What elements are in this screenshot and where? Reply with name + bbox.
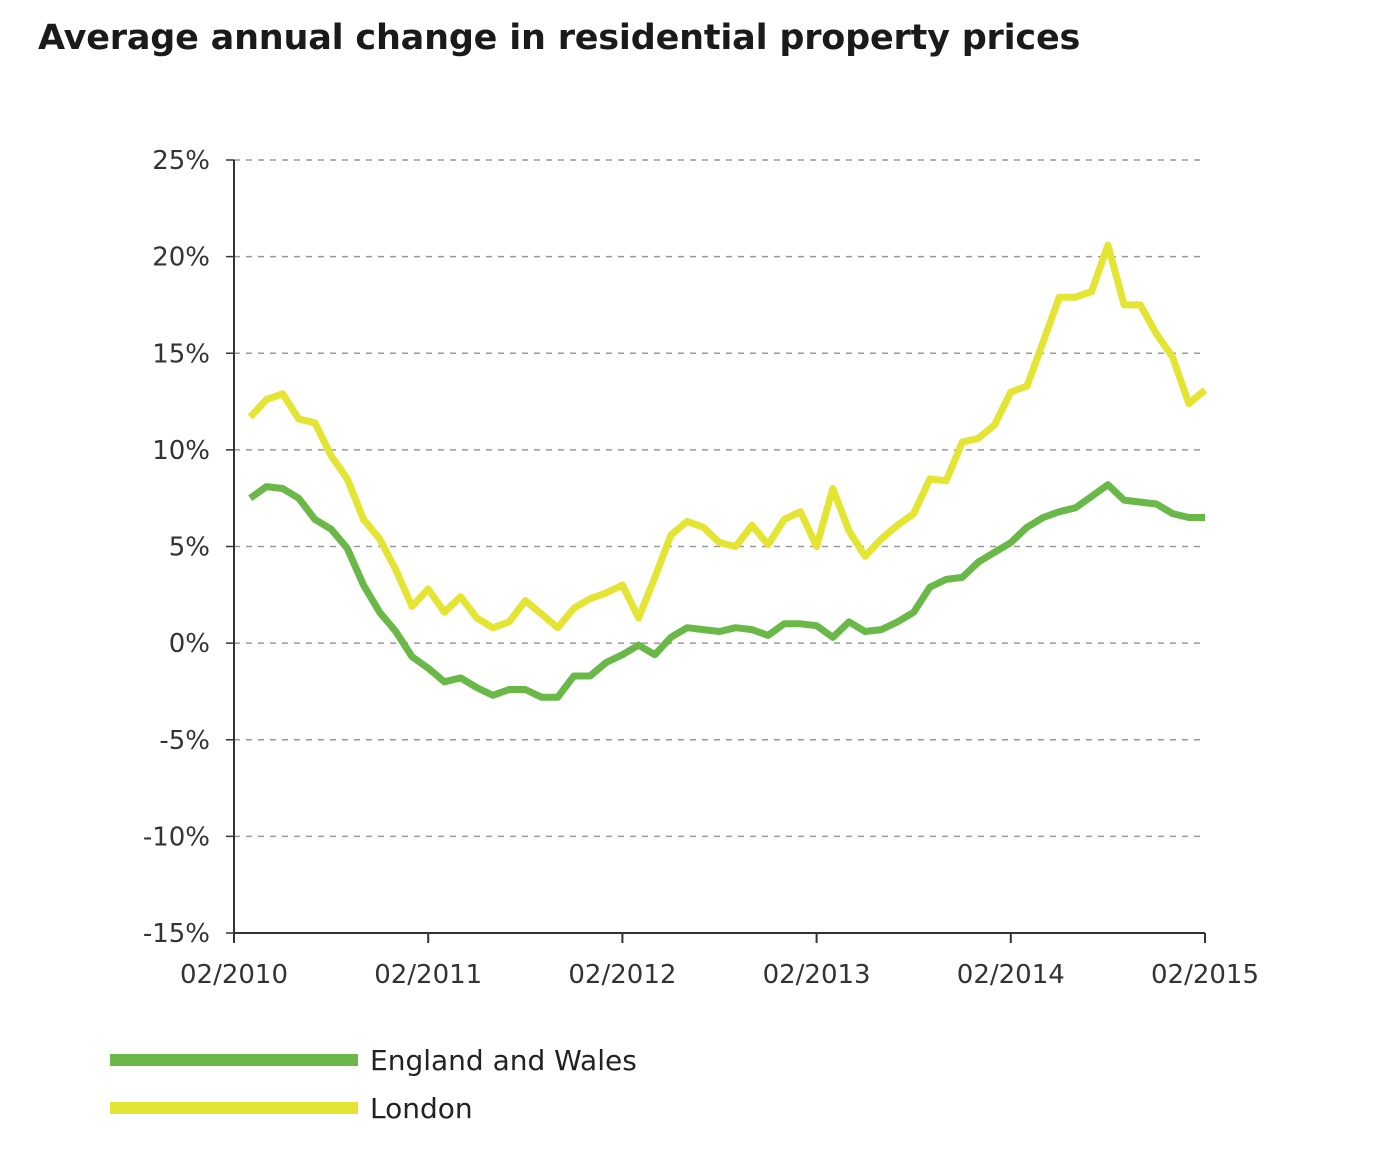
y-tick-label: 20% [152, 243, 210, 273]
legend-item-england-wales: England and Wales [110, 1036, 637, 1084]
x-tick-label: 02/2013 [763, 960, 871, 990]
series-line-london [247, 241, 1208, 632]
y-tick-label: 0% [169, 629, 210, 659]
x-tick-label: 02/2012 [568, 960, 676, 990]
x-tick-label: 02/2015 [1151, 960, 1259, 990]
series-lines [247, 241, 1208, 701]
y-tick-label: 15% [152, 339, 210, 369]
y-tick-label: 10% [152, 436, 210, 466]
x-tick-label: 02/2010 [180, 960, 288, 990]
y-tick-label: 5% [169, 533, 210, 563]
x-tick-label: 02/2011 [374, 960, 482, 990]
y-tick-label: -5% [159, 726, 210, 756]
legend: England and Wales London [110, 1036, 637, 1132]
legend-label-london: London [370, 1091, 473, 1125]
legend-item-london: London [110, 1084, 637, 1132]
legend-swatch-london [110, 1102, 358, 1114]
y-tick-label: -15% [143, 919, 210, 949]
x-tick-label: 02/2014 [957, 960, 1065, 990]
legend-label-england-wales: England and Wales [370, 1043, 637, 1077]
chart-title: Average annual change in residential pro… [38, 18, 1081, 58]
y-tick-label: 25% [152, 146, 210, 176]
series-line-england-wales [248, 481, 1205, 701]
grid-lines [234, 159, 1205, 934]
y-tick-label: -10% [143, 822, 210, 852]
legend-swatch-england-wales [110, 1054, 358, 1066]
axes: 25% 20% 15% 10% 5% 0% -5% -10% -15% 02/2010 02/201… [143, 146, 1259, 990]
